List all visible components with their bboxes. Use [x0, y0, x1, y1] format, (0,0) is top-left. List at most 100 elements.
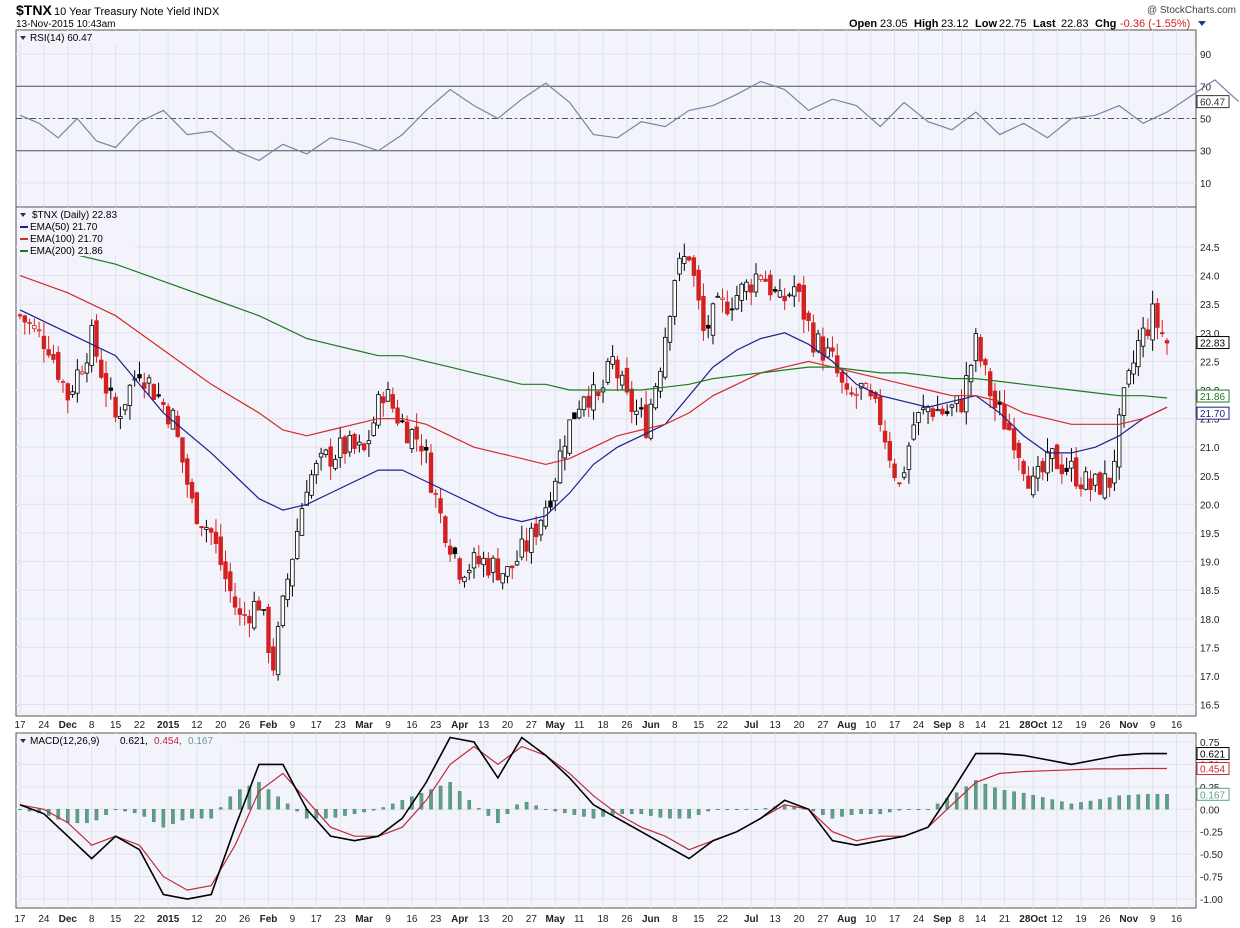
- x-tick-label: Jun: [642, 914, 660, 925]
- histogram-bar: [352, 809, 357, 814]
- histogram-last-value: 0.167: [1200, 790, 1225, 801]
- histogram-bar: [1136, 794, 1141, 810]
- candle-body: [400, 420, 405, 423]
- x-tick-label: 20: [793, 914, 805, 925]
- histogram-bar: [1002, 790, 1007, 810]
- histogram-bar: [85, 809, 89, 823]
- histogram-bar: [763, 808, 768, 810]
- histogram-bar: [974, 780, 978, 810]
- x-tick-label: 22: [134, 914, 146, 925]
- candle-body: [519, 538, 525, 558]
- high-value: 23.12: [941, 18, 969, 30]
- candle-body: [882, 430, 888, 443]
- candle-body: [1093, 473, 1098, 486]
- candle-body: [433, 493, 438, 495]
- low-value: 22.75: [999, 18, 1027, 30]
- candle-body: [605, 360, 611, 383]
- candle-body: [863, 383, 869, 389]
- x-tick-label: 26: [621, 914, 633, 925]
- candle-body: [385, 389, 391, 402]
- histogram-bar: [983, 783, 988, 810]
- rsi-legend-bg: [17, 31, 135, 43]
- candle-body: [1040, 461, 1045, 473]
- candle-body: [839, 371, 845, 383]
- x-tick-label: 27: [526, 720, 538, 731]
- x-tick-label: Nov: [1119, 720, 1138, 731]
- x-tick-label: 20: [502, 914, 514, 925]
- candle-body: [1164, 340, 1170, 344]
- candle-body: [792, 286, 797, 297]
- x-tick-label: 10: [865, 914, 877, 925]
- histogram-bar: [362, 809, 366, 813]
- candle-body: [32, 325, 37, 330]
- x-tick-label: 27: [817, 720, 829, 731]
- candle-body: [342, 436, 348, 454]
- x-tick-label: 16: [406, 720, 418, 731]
- candle-body: [691, 257, 697, 276]
- x-tick-label: 22: [134, 720, 146, 731]
- price-tick-label: 20.5: [1200, 472, 1220, 483]
- ema50-last-value: 21.70: [1200, 409, 1225, 420]
- histogram-bar: [390, 803, 395, 810]
- x-tick-label: Jul: [744, 914, 759, 925]
- x-tick-label: 22: [717, 720, 729, 731]
- x-tick-label: 12: [191, 914, 203, 925]
- candle-body: [987, 371, 993, 397]
- candle-body: [237, 608, 243, 615]
- price-tick-label: 23.5: [1200, 300, 1220, 311]
- histogram-bar: [247, 785, 252, 810]
- x-tick-label: Nov: [1119, 914, 1138, 925]
- histogram-bar: [907, 809, 911, 810]
- histogram-bar: [840, 809, 844, 817]
- histogram-bar: [209, 809, 213, 819]
- candle-body: [1054, 444, 1060, 470]
- histogram-bar: [859, 809, 863, 814]
- candle-body: [1097, 472, 1103, 495]
- candle-body: [997, 401, 1002, 405]
- histogram-bar: [199, 809, 204, 819]
- rsi-tick-label: 90: [1200, 50, 1212, 61]
- histogram-bar: [1117, 795, 1122, 810]
- macd-tick-label: -1.00: [1200, 895, 1223, 906]
- x-tick-label: 15: [110, 914, 122, 925]
- x-tick-label: 20: [215, 720, 227, 731]
- candle-body: [1078, 484, 1084, 490]
- x-tick-label: Jul: [744, 720, 759, 731]
- histogram-bar: [1040, 797, 1045, 810]
- x-tick-label: 13: [478, 914, 490, 925]
- candle-body: [1121, 387, 1127, 416]
- x-tick-label: 17: [311, 720, 323, 731]
- candle-body: [772, 289, 778, 292]
- histogram-bar: [1069, 803, 1074, 810]
- dropdown-arrow-icon[interactable]: [1198, 21, 1206, 26]
- candle-body: [553, 480, 558, 502]
- histogram-bar: [830, 809, 835, 819]
- candle-body: [280, 595, 286, 626]
- ema200-last-value-box: [1196, 389, 1230, 403]
- price-tick-label: 16.5: [1200, 701, 1220, 712]
- x-tick-label: 20: [215, 914, 227, 925]
- x-tick-label: Mar: [355, 720, 373, 731]
- candle-body: [156, 394, 161, 397]
- histogram-bar: [27, 809, 32, 812]
- histogram-bar: [591, 809, 596, 819]
- price-tick-label: 24.0: [1200, 272, 1220, 283]
- candle-body: [213, 531, 219, 545]
- candle-body: [51, 353, 56, 360]
- histogram-bar: [285, 803, 290, 810]
- histogram-bar: [629, 809, 634, 814]
- candle-body: [921, 407, 926, 410]
- x-tick-label: 26: [1099, 914, 1111, 925]
- rsi-legend-arrow-icon: [20, 36, 26, 40]
- x-tick-label: 16: [1171, 720, 1183, 731]
- histogram-bar: [228, 796, 233, 810]
- ohlc-summary: Open 23.05 High 23.12 Low 22.75 Last 22.…: [849, 18, 1190, 30]
- x-tick-label: 23: [430, 720, 442, 731]
- candle-body: [849, 392, 854, 395]
- histogram-bar: [572, 809, 577, 815]
- x-tick-label: Apr: [451, 720, 468, 731]
- candle-body: [548, 500, 553, 508]
- ema-line-0: [19, 309, 1168, 523]
- ema-legend-label: EMA(200) 21.86: [30, 246, 103, 257]
- macd-tick-label: 0.75: [1200, 738, 1220, 749]
